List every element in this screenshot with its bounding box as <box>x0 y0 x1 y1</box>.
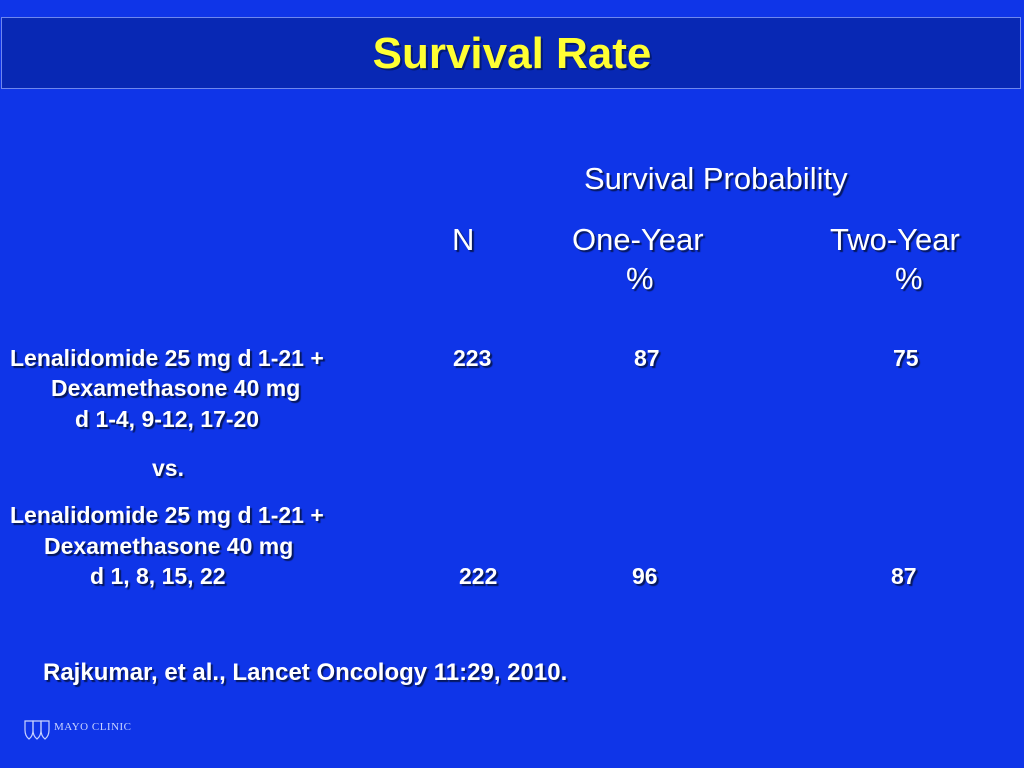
group-header: Survival Probability <box>584 161 848 196</box>
arm2-line1: Lenalidomide 25 mg d 1-21 + <box>10 502 324 528</box>
arm1-line2: Dexamethasone 40 mg <box>51 375 301 401</box>
column-two-year: Two-Year <box>830 222 960 257</box>
arm2-line3: d 1, 8, 15, 22 <box>90 563 226 589</box>
title-bar <box>1 17 1021 89</box>
column-one-year-unit: % <box>626 261 654 296</box>
slide-title: Survival Rate <box>372 29 652 78</box>
reference-citation: Rajkumar, et al., Lancet Oncology 11:29,… <box>43 659 568 686</box>
column-two-year-unit: % <box>895 261 923 296</box>
arm1-n: 223 <box>453 345 492 371</box>
arm2-two-year: 87 <box>891 563 917 589</box>
column-n: N <box>452 222 475 257</box>
column-one-year: One-Year <box>572 222 704 257</box>
arm2-one-year: 96 <box>632 563 658 589</box>
arm2-line2: Dexamethasone 40 mg <box>44 533 294 559</box>
arm1-two-year: 75 <box>893 345 919 371</box>
mayo-clinic-logo: MAYO CLINIC <box>22 718 132 744</box>
arm1-line3: d 1-4, 9-12, 17-20 <box>75 406 260 432</box>
versus-label: vs. <box>152 455 184 481</box>
arm1-one-year: 87 <box>634 345 660 371</box>
mayo-shield-icon <box>22 718 52 747</box>
arm1-line1: Lenalidomide 25 mg d 1-21 + <box>10 345 324 371</box>
arm2-n: 222 <box>459 563 498 589</box>
logo-text: MAYO CLINIC <box>54 721 132 733</box>
